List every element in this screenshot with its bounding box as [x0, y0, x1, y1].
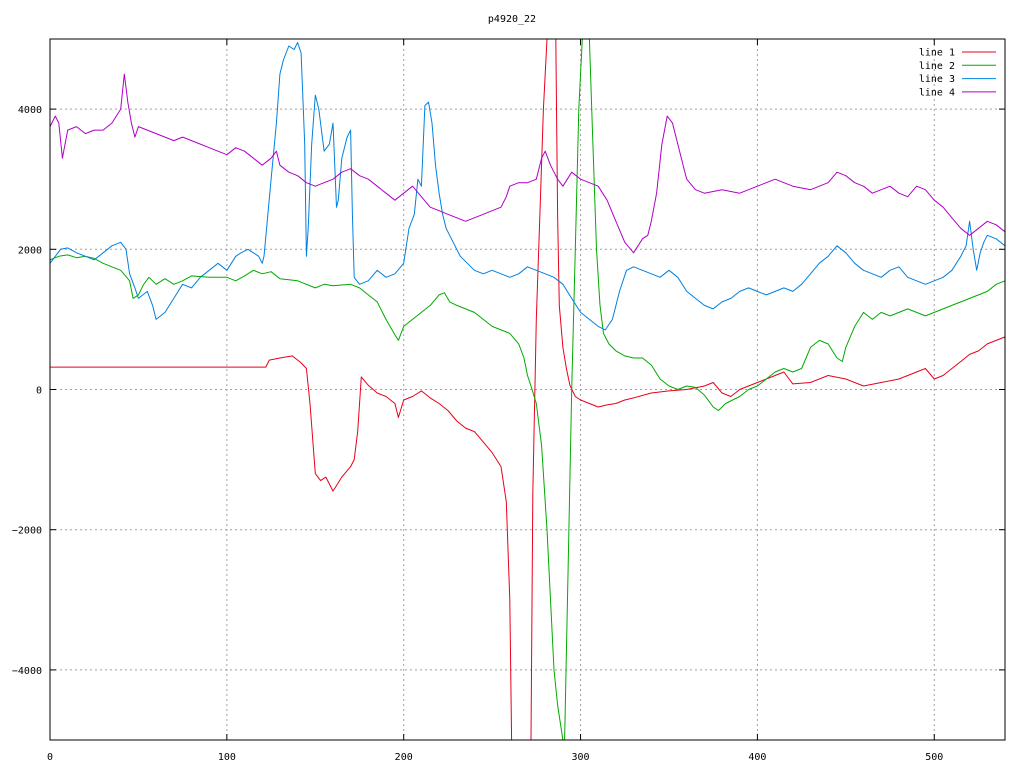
x-tick-label: 300: [572, 752, 590, 763]
y-tick-label: 2000: [18, 245, 42, 256]
series-line-2: [50, 39, 1005, 740]
y-tick-label: −2000: [12, 526, 42, 537]
legend-label: line 2: [919, 61, 955, 72]
plot-series: [50, 39, 1005, 740]
legend-label: line 1: [919, 48, 955, 59]
x-tick-label: 100: [218, 752, 236, 763]
x-tick-label: 400: [748, 752, 766, 763]
y-tick-label: 0: [36, 386, 42, 397]
series-line-3: [50, 42, 1005, 331]
chart-title: p4920_22: [488, 14, 536, 25]
x-tick-label: 500: [925, 752, 943, 763]
x-tick-label: 200: [395, 752, 413, 763]
x-tick-label: 0: [47, 752, 53, 763]
y-tick-label: 4000: [18, 105, 42, 116]
series-line-4: [50, 73, 1005, 254]
legend: line 1 line 2 line 3 line 4: [919, 48, 996, 98]
series-line-1: [50, 39, 1005, 740]
legend-label: line 3: [919, 74, 955, 85]
axis-ticks: 0 100 200 300 400 500 −4000 −2000 0 2000 4000: [12, 39, 1005, 763]
y-tick-label: −4000: [12, 666, 42, 677]
grid: [50, 39, 1005, 740]
legend-label: line 4: [919, 87, 955, 98]
